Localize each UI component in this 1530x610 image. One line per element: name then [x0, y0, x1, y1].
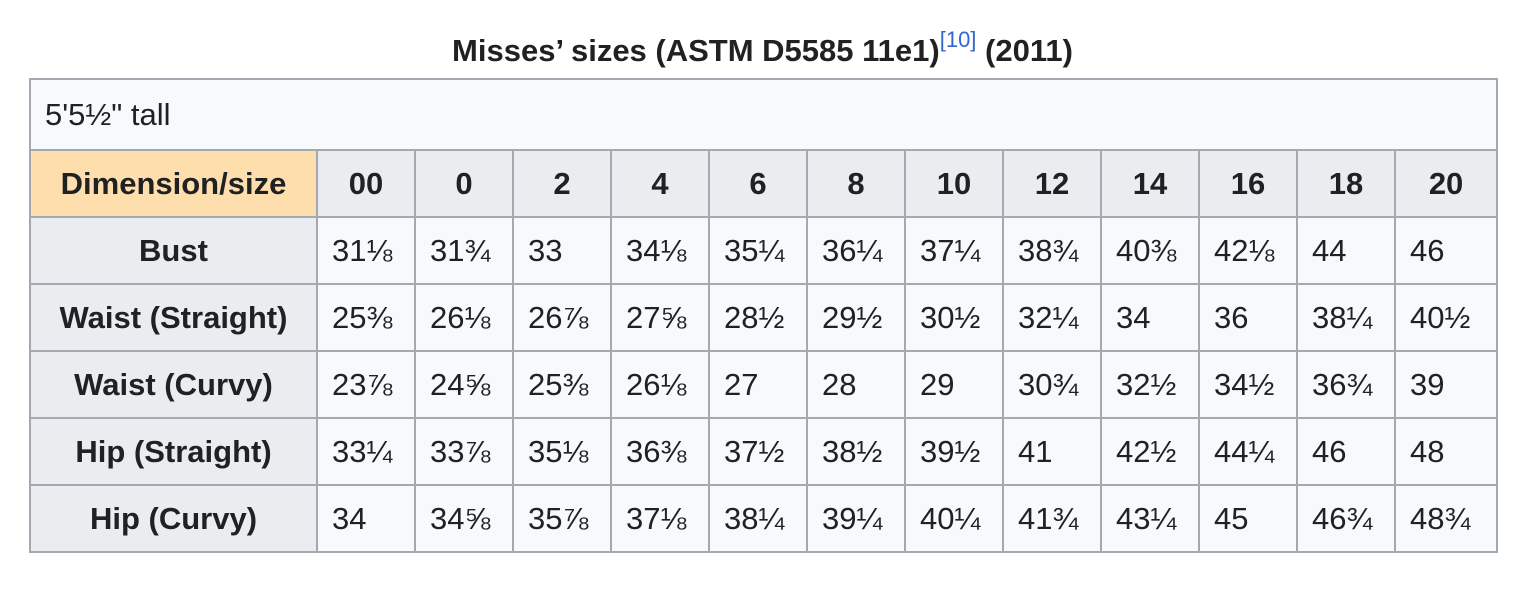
measurement-cell: 28½ [708, 283, 808, 352]
measurement-cell: 36⅜ [610, 417, 710, 486]
measurement-cell: 48 [1393, 417, 1499, 486]
measurement-cell: 29 [904, 350, 1004, 419]
measurement-cell: 34⅛ [610, 216, 710, 285]
table-row: Hip (Curvy) 34 34⅝ 35⅞ 37⅛ 38¼ 39¼ 40¼ 41¾ 43¼ 45 4… [29, 484, 1499, 553]
measurement-cell: 27⅝ [610, 283, 710, 352]
measurement-cell: 45 [1198, 484, 1298, 553]
measurement-cell: 46¾ [1296, 484, 1396, 553]
size-table: 5'5½" tall Dimension/size 00 0 2 4 6 8 10 12 14 1… [28, 78, 1499, 553]
measurement-cell: 39 [1393, 350, 1499, 419]
size-header: 0 [414, 149, 514, 218]
header-row: Dimension/size 00 0 2 4 6 8 10 12 14 16 18 20 [29, 149, 1499, 218]
table-row: Hip (Straight) 33¼ 33⅞ 35⅛ 36⅜ 37½ 38½ 39½ 41 42½… [29, 417, 1499, 486]
measurement-cell: 42⅛ [1198, 216, 1298, 285]
measurement-cell: 40⅜ [1100, 216, 1200, 285]
measurement-cell: 46 [1393, 216, 1499, 285]
measurement-cell: 33¼ [316, 417, 416, 486]
measurement-cell: 33 [512, 216, 612, 285]
caption-title: Misses’ sizes (ASTM D5585 11e1) [452, 33, 940, 68]
size-header: 2 [512, 149, 612, 218]
measurement-cell: 39¼ [806, 484, 906, 553]
row-label: Hip (Curvy) [29, 484, 318, 553]
row-label: Bust [29, 216, 318, 285]
reference-link[interactable]: [10] [940, 27, 977, 52]
measurement-cell: 37½ [708, 417, 808, 486]
measurement-cell: 48¾ [1393, 484, 1499, 553]
measurement-cell: 43¼ [1100, 484, 1200, 553]
measurement-cell: 29½ [806, 283, 906, 352]
measurement-cell: 23⅞ [316, 350, 416, 419]
table-row: Waist (Straight) 25⅜ 26⅛ 26⅞ 27⅝ 28½ 29½ 30½ 32¼… [29, 283, 1499, 352]
measurement-cell: 26⅛ [610, 350, 710, 419]
measurement-cell: 37⅛ [610, 484, 710, 553]
measurement-cell: 25⅜ [316, 283, 416, 352]
note-row: 5'5½" tall [28, 78, 1499, 151]
size-header: 4 [610, 149, 710, 218]
size-table-container: Misses’ sizes (ASTM D5585 11e1)[10] (201… [28, 24, 1499, 553]
measurement-cell: 25⅜ [512, 350, 612, 419]
table-row: Waist (Curvy) 23⅞ 24⅝ 25⅜ 26⅛ 27 28 29 30¾ 32½ 34½… [29, 350, 1499, 419]
size-header: 16 [1198, 149, 1298, 218]
measurement-cell: 32½ [1100, 350, 1200, 419]
row-label: Hip (Straight) [29, 417, 318, 486]
measurement-cell: 38¼ [708, 484, 808, 553]
size-header: 18 [1296, 149, 1396, 218]
measurement-cell: 34 [1100, 283, 1200, 352]
row-label: Waist (Curvy) [29, 350, 318, 419]
measurement-cell: 31¾ [414, 216, 514, 285]
size-header: 20 [1393, 149, 1499, 218]
measurement-cell: 30¾ [1002, 350, 1102, 419]
measurement-cell: 27 [708, 350, 808, 419]
measurement-cell: 35⅛ [512, 417, 612, 486]
measurement-cell: 36¼ [806, 216, 906, 285]
size-header: 14 [1100, 149, 1200, 218]
measurement-cell: 38½ [806, 417, 906, 486]
measurement-cell: 34⅝ [414, 484, 514, 553]
size-header: 10 [904, 149, 1004, 218]
measurement-cell: 28 [806, 350, 906, 419]
measurement-cell: 44 [1296, 216, 1396, 285]
measurement-cell: 32¼ [1002, 283, 1102, 352]
measurement-cell: 35¼ [708, 216, 808, 285]
measurement-cell: 41¾ [1002, 484, 1102, 553]
size-header: 8 [806, 149, 906, 218]
measurement-cell: 26⅞ [512, 283, 612, 352]
size-header: 12 [1002, 149, 1102, 218]
measurement-cell: 39½ [904, 417, 1004, 486]
measurement-cell: 36 [1198, 283, 1298, 352]
measurement-cell: 40¼ [904, 484, 1004, 553]
reference-link-text[interactable]: [10] [939, 27, 977, 52]
measurement-cell: 38¼ [1296, 283, 1396, 352]
caption-year: (2011) [976, 33, 1073, 68]
table-row: Bust 31⅛ 31¾ 33 34⅛ 35¼ 36¼ 37¼ 38¾ 40⅜ 42⅛ 44 46 [29, 216, 1499, 285]
size-header: 6 [708, 149, 808, 218]
measurement-cell: 31⅛ [316, 216, 416, 285]
measurement-cell: 36¾ [1296, 350, 1396, 419]
table-caption: Misses’ sizes (ASTM D5585 11e1)[10] (201… [29, 24, 1496, 78]
measurement-cell: 34½ [1198, 350, 1298, 419]
measurement-cell: 40½ [1393, 283, 1499, 352]
measurement-cell: 38¾ [1002, 216, 1102, 285]
size-header: 00 [316, 149, 416, 218]
row-label: Waist (Straight) [29, 283, 318, 352]
measurement-cell: 46 [1296, 417, 1396, 486]
measurement-cell: 42½ [1100, 417, 1200, 486]
measurement-cell: 37¼ [904, 216, 1004, 285]
measurement-cell: 41 [1002, 417, 1102, 486]
measurement-cell: 35⅞ [512, 484, 612, 553]
measurement-cell: 30½ [904, 283, 1004, 352]
height-note: 5'5½" tall [28, 78, 1499, 151]
measurement-cell: 34 [316, 484, 416, 553]
measurement-cell: 26⅛ [414, 283, 514, 352]
measurement-cell: 33⅞ [414, 417, 514, 486]
dimension-size-header: Dimension/size [29, 149, 318, 218]
measurement-cell: 44¼ [1198, 417, 1298, 486]
measurement-cell: 24⅝ [414, 350, 514, 419]
